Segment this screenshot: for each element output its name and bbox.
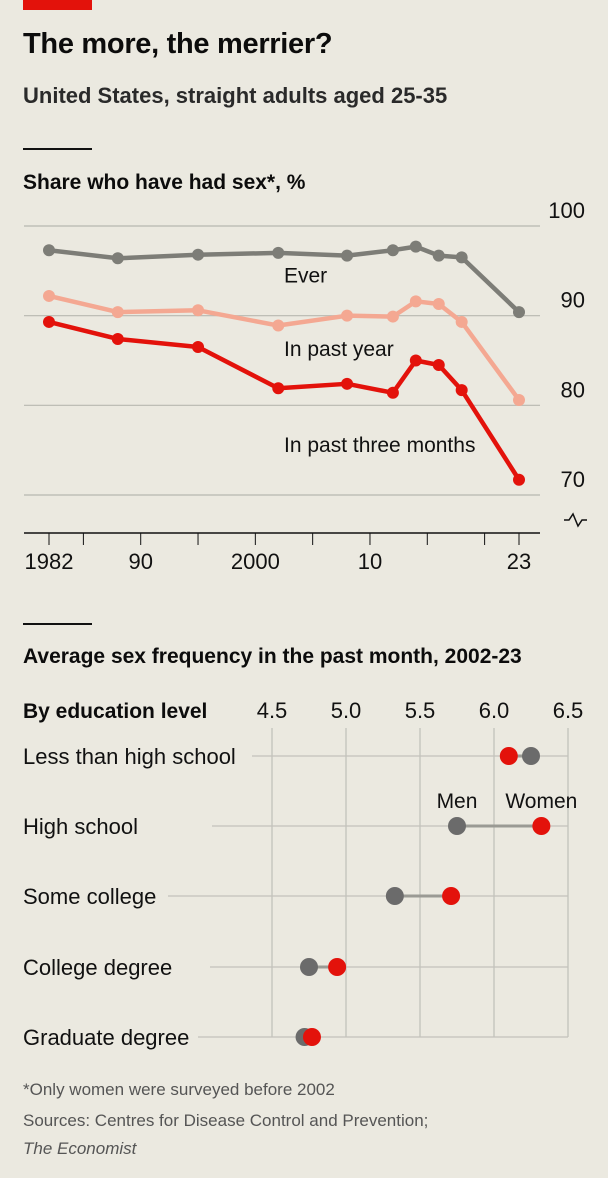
axis-break-icon	[564, 512, 587, 528]
data-point-past_year-1995	[192, 304, 205, 317]
dot-men-3	[300, 958, 318, 976]
section-rule-top	[23, 148, 92, 150]
data-point-ever-1995	[192, 248, 205, 261]
data-point-ever-2016	[432, 249, 445, 262]
x-tick-label-5.0: 5.0	[331, 698, 362, 723]
category-label-2: Some college	[23, 884, 156, 909]
x-tick-label-4.5: 4.5	[257, 698, 288, 723]
section-rule-bottom	[23, 623, 92, 625]
chart-title: The more, the merrier?	[23, 28, 333, 60]
dot-chart-title: Average sex frequency in the past month,…	[23, 645, 522, 668]
series-line-past_year	[48, 293, 521, 402]
series-label-past_three_months: In past three months	[284, 434, 475, 457]
brand-red-tag	[23, 0, 92, 10]
dot-women-3	[328, 958, 347, 976]
dumbbell-chart: By education level 4.5 5.0 5.5 6.0 6.5 Less t…	[23, 698, 584, 1050]
data-point-past_year-1988	[111, 306, 124, 319]
legend-men: Men	[437, 790, 478, 813]
data-point-past_year-2018	[455, 315, 468, 328]
data-point-past_three_months-1982	[43, 315, 55, 328]
data-point-ever-1988	[111, 252, 124, 265]
dot-women-1	[532, 817, 551, 835]
data-point-ever-2018	[455, 251, 468, 264]
y-tick-label-90: 90	[561, 288, 585, 313]
data-point-past_year-2008	[341, 309, 354, 322]
dot-chart-subtitle: By education level	[23, 700, 207, 723]
data-point-ever-2008	[341, 249, 354, 262]
chart-subtitle: United States, straight adults aged 25-3…	[23, 83, 448, 108]
category-label-3: College degree	[23, 955, 172, 980]
category-label-4: Graduate degree	[23, 1025, 189, 1050]
series-line-past_three_months	[48, 319, 521, 481]
data-point-past_year-2023	[513, 393, 525, 406]
data-point-past_three_months-1995	[192, 341, 205, 354]
data-point-past_three_months-2023	[513, 473, 525, 486]
x-tick-label-1982: 1982	[25, 549, 74, 574]
dot-women-0	[499, 747, 518, 765]
x-tick-label-2000: 2000	[231, 549, 280, 574]
data-point-ever-2014	[409, 240, 422, 253]
data-point-past_three_months-2014	[409, 354, 422, 367]
y-tick-label-70: 70	[561, 467, 585, 492]
x-tick-label-1990: 90	[128, 549, 152, 574]
data-point-past_year-2012	[386, 310, 399, 323]
data-point-past_three_months-2016	[432, 358, 445, 371]
x-tick-label-2010: 10	[358, 549, 382, 574]
dot-women-4	[302, 1028, 321, 1046]
y-tick-label-80: 80	[561, 377, 585, 402]
data-point-ever-2012	[386, 244, 399, 257]
data-point-past_three_months-2008	[341, 377, 354, 390]
sources-publisher: The Economist	[23, 1139, 137, 1158]
x-tick-label-6.0: 6.0	[479, 698, 510, 723]
data-point-past_year-2016	[432, 298, 445, 311]
x-tick-label-2023: 23	[507, 549, 531, 574]
data-point-past_year-1982	[43, 289, 55, 302]
data-point-past_three_months-2012	[386, 386, 399, 399]
line-chart-title: Share who have had sex*, %	[23, 171, 306, 194]
category-label-0: Less than high school	[23, 744, 236, 769]
data-point-past_year-2002	[272, 319, 285, 332]
dot-men-2	[385, 887, 404, 905]
series-label-ever: Ever	[284, 264, 327, 287]
dot-men-0	[522, 747, 540, 765]
dot-women-2	[442, 887, 461, 905]
data-point-past_year-2014	[409, 295, 422, 308]
data-point-past_three_months-2002	[272, 382, 285, 395]
data-point-ever-1982	[43, 244, 55, 257]
footnote: *Only women were surveyed before 2002	[23, 1080, 335, 1099]
x-tick-label-6.5: 6.5	[553, 698, 584, 723]
data-point-past_three_months-2018	[455, 384, 468, 397]
sources: Sources: Centres for Disease Control and…	[23, 1111, 429, 1130]
y-tick-label-100: 100	[548, 198, 585, 223]
x-tick-label-5.5: 5.5	[405, 698, 436, 723]
data-point-past_three_months-1988	[111, 332, 124, 345]
data-point-ever-2023	[513, 306, 525, 319]
data-point-ever-2002	[272, 246, 285, 259]
line-chart: 70 80 90 100 1982 90 2000 10 23 Ever In past year I…	[24, 198, 587, 574]
series-label-past_year: In past year	[284, 338, 394, 361]
legend-women: Women	[505, 790, 577, 813]
dot-men-1	[448, 817, 466, 835]
series-line-ever	[48, 244, 521, 314]
category-label-1: High school	[23, 814, 138, 839]
